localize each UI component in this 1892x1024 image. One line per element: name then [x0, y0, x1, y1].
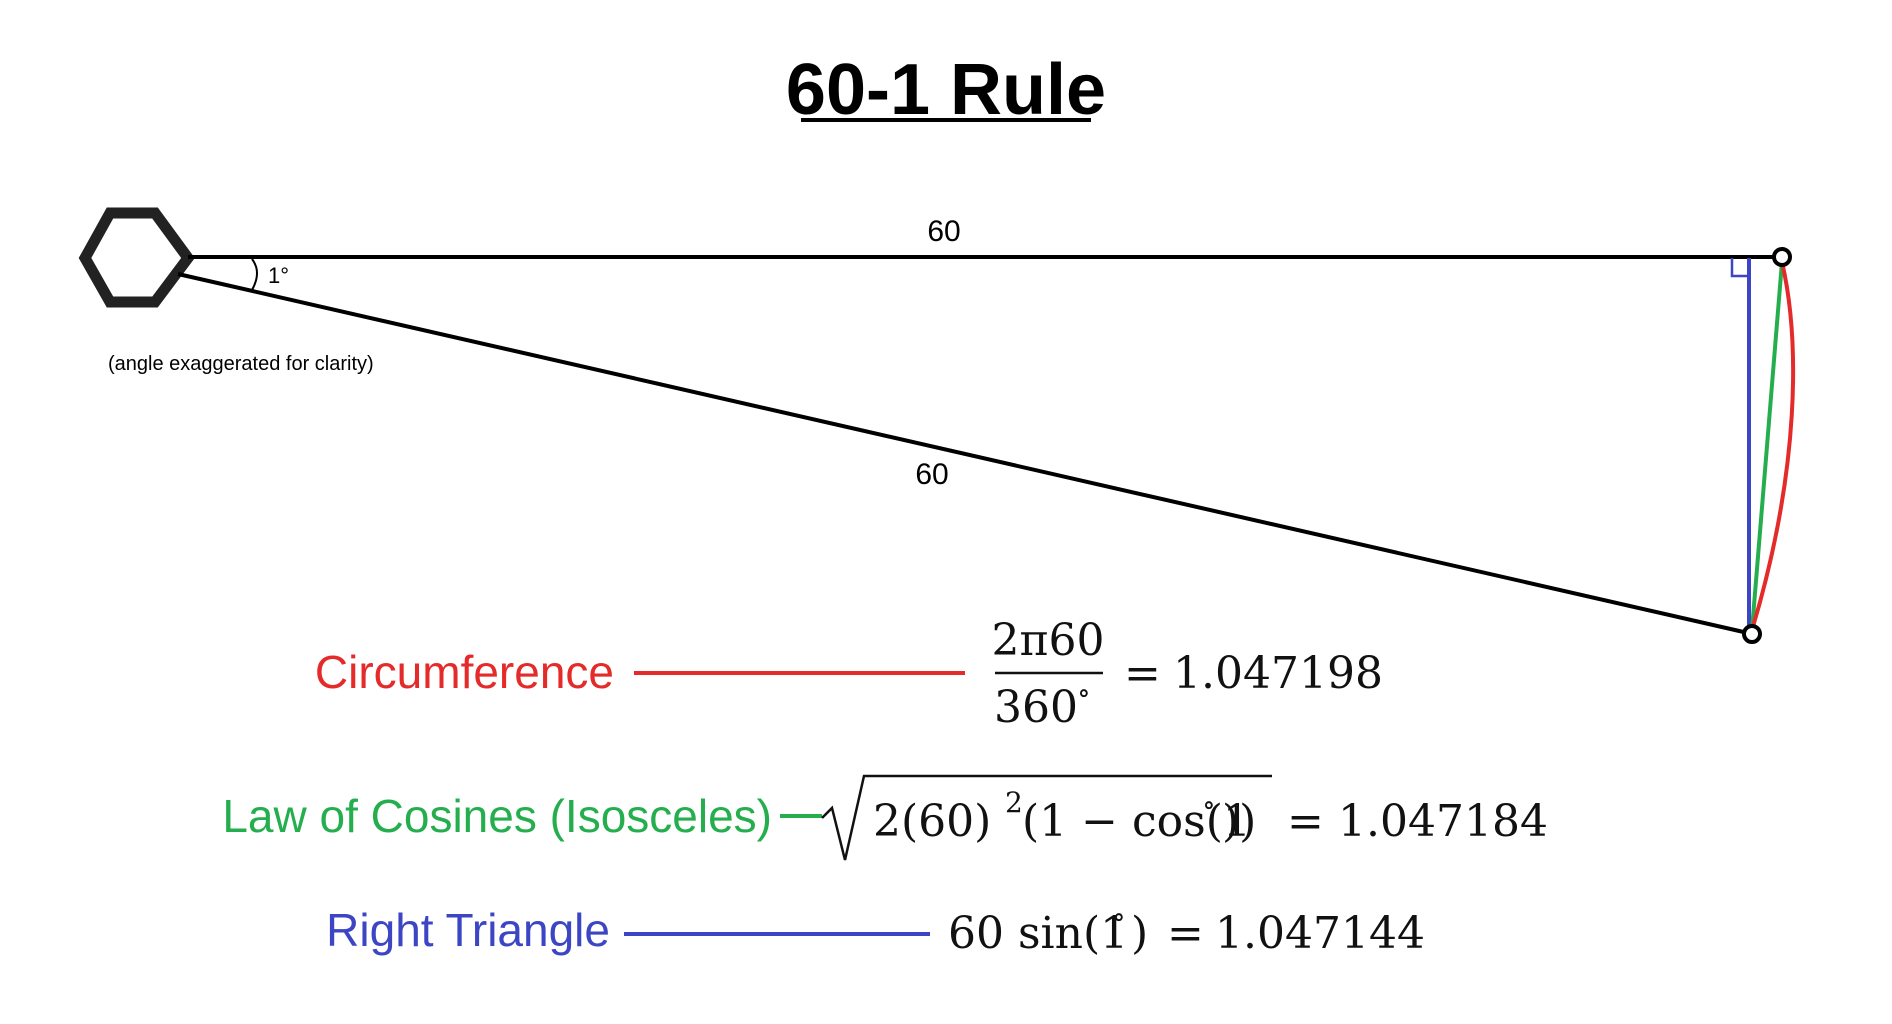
bottom-endpoint [1742, 624, 1762, 644]
hexagon-icon [78, 207, 195, 308]
angle-arc [251, 258, 258, 291]
right-triangle-expression: 60 sin(1 [948, 908, 1128, 959]
bottom-side-line [177, 272, 1749, 635]
note-text: (angle exaggerated for clarity) [108, 353, 374, 375]
top-endpoint [1772, 247, 1792, 267]
law-of-cosines-close: )) [1222, 796, 1256, 847]
circumference-numerator: 2π60 [992, 615, 1105, 666]
right-angle-marker [1730, 258, 1749, 278]
law-of-cosines-exponent: 2 [1005, 786, 1023, 819]
right-triangle-equals: = [1167, 908, 1204, 959]
circumference-label: Circumference [315, 646, 614, 698]
circumference-denominator: 360 [994, 682, 1078, 733]
law-of-cosines-label: Law of Cosines (Isosceles) [222, 790, 772, 842]
page-title: 60-1 Rule [786, 50, 1106, 130]
right-triangle-result: 1.047144 [1215, 908, 1425, 959]
radical-sign [821, 774, 1272, 861]
right-triangle-label: Right Triangle [326, 904, 610, 956]
law-of-cosines-chord [1750, 261, 1784, 631]
bottom-side-label: 60 [915, 458, 948, 491]
circumference-degree: ∘ [1077, 676, 1091, 709]
law-of-cosines-result: 1.047184 [1338, 796, 1548, 847]
law-of-cosines-tail: (1 − cos(1 [1022, 796, 1251, 847]
law-of-cosines-degree: ∘ [1202, 788, 1216, 821]
circumference-arc [1750, 261, 1796, 631]
right-triangle-close: ) [1131, 908, 1148, 959]
circumference-result: 1.047198 [1173, 648, 1383, 699]
law-of-cosines-equals: = [1287, 796, 1324, 847]
top-side-label: 60 [927, 215, 960, 248]
angle-label: 1° [268, 263, 289, 288]
law-of-cosines-radicand: 2(60) [873, 796, 991, 847]
right-triangle-degree: ∘ [1112, 900, 1126, 933]
circumference-equals: = [1124, 648, 1161, 699]
